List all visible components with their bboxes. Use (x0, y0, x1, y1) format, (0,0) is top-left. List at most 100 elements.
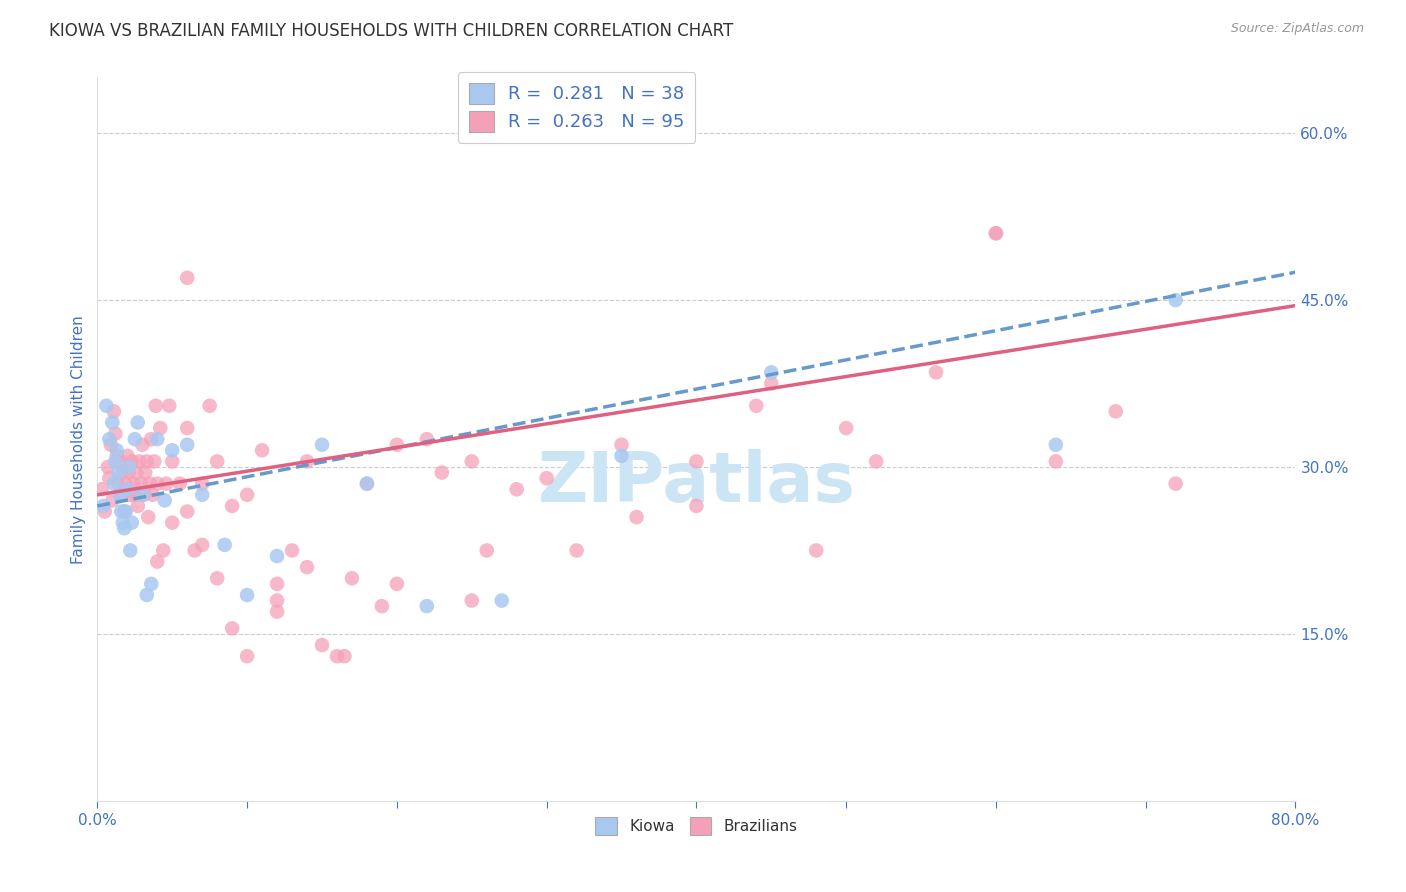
Point (430, 466, 453, 480)
Point (340, 571, 363, 585)
Point (205, 454, 228, 468)
Point (127, 416, 149, 430)
Point (295, 454, 318, 468)
Point (112, 521, 135, 535)
Point (121, 516, 143, 530)
Point (110, 504, 132, 518)
Point (806, 543, 828, 558)
Point (214, 538, 236, 552)
Point (108, 454, 131, 468)
Point (311, 638, 333, 652)
Point (221, 621, 243, 635)
Point (984, 226, 1007, 240)
Point (266, 605, 288, 619)
Point (120, 543, 142, 558)
Point (565, 543, 588, 558)
Point (136, 510, 159, 524)
Point (416, 432, 439, 446)
Point (250, 443, 273, 458)
Point (461, 454, 484, 468)
Point (153, 493, 176, 508)
Point (117, 482, 139, 496)
Point (281, 543, 304, 558)
Point (385, 577, 408, 591)
Point (100, 438, 122, 452)
Point (984, 226, 1007, 240)
Point (101, 416, 124, 430)
Point (1164, 293, 1187, 307)
Point (145, 399, 167, 413)
Point (121, 454, 143, 468)
Point (198, 399, 221, 413)
Point (205, 571, 228, 585)
Point (135, 588, 157, 602)
Point (120, 488, 142, 502)
Point (146, 432, 169, 446)
Point (221, 499, 243, 513)
Point (183, 543, 205, 558)
Point (141, 432, 163, 446)
Point (610, 449, 633, 463)
Point (266, 593, 288, 607)
Point (266, 549, 288, 563)
Point (149, 421, 172, 435)
Point (105, 443, 128, 458)
Point (146, 555, 169, 569)
Point (745, 399, 768, 413)
Point (416, 599, 439, 613)
Point (103, 404, 125, 418)
Point (685, 499, 707, 513)
Point (105, 449, 128, 463)
Point (685, 454, 707, 468)
Point (236, 488, 259, 502)
Point (98, 432, 121, 446)
Point (356, 476, 378, 491)
Point (505, 482, 527, 496)
Point (129, 476, 152, 491)
Point (835, 421, 858, 435)
Point (160, 454, 183, 468)
Point (107, 466, 129, 480)
Point (176, 438, 198, 452)
Point (160, 443, 183, 458)
Y-axis label: Family Households with Children: Family Households with Children (72, 315, 86, 564)
Point (1045, 454, 1067, 468)
Point (125, 466, 148, 480)
Point (97, 460, 120, 475)
Text: Source: ZipAtlas.com: Source: ZipAtlas.com (1230, 22, 1364, 36)
Point (295, 560, 318, 574)
Point (122, 476, 145, 491)
Point (385, 438, 408, 452)
Point (169, 476, 191, 491)
Point (114, 476, 136, 491)
Point (152, 543, 174, 558)
Point (761, 376, 783, 391)
Point (114, 504, 136, 518)
Point (176, 270, 198, 285)
Point (111, 516, 134, 530)
Point (118, 466, 141, 480)
Point (104, 426, 127, 441)
Legend: Kiowa, Brazilians: Kiowa, Brazilians (586, 808, 807, 844)
Point (1105, 404, 1128, 418)
Point (1164, 476, 1187, 491)
Point (146, 476, 169, 491)
Point (124, 432, 146, 446)
Point (176, 504, 198, 518)
Point (111, 466, 134, 480)
Point (157, 399, 180, 413)
Point (1045, 438, 1067, 452)
Point (135, 454, 157, 468)
Point (236, 649, 259, 664)
Point (132, 488, 155, 502)
Point (127, 499, 149, 513)
Point (626, 510, 648, 524)
Point (176, 421, 198, 435)
Point (155, 476, 177, 491)
Point (191, 488, 214, 502)
Point (865, 454, 887, 468)
Point (93, 499, 115, 513)
Point (142, 488, 165, 502)
Point (491, 593, 513, 607)
Point (266, 577, 288, 591)
